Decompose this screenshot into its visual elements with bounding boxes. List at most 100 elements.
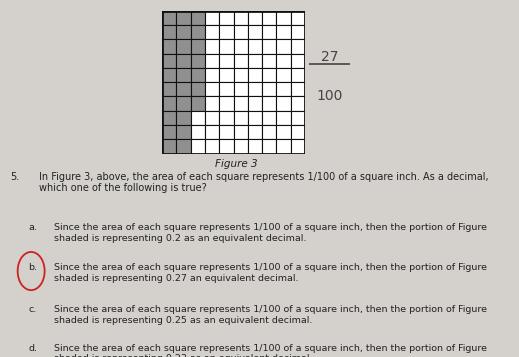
Bar	[205, 25, 219, 39]
Bar	[262, 82, 277, 96]
Bar	[219, 125, 234, 139]
Bar	[291, 11, 305, 25]
Bar	[176, 111, 190, 125]
Bar	[176, 68, 190, 82]
Bar	[262, 54, 277, 68]
Bar	[190, 111, 205, 125]
Bar	[248, 39, 262, 54]
Text: d.: d.	[29, 344, 37, 353]
Bar	[162, 39, 176, 54]
Bar	[190, 125, 205, 139]
Bar	[205, 139, 219, 154]
Bar	[219, 25, 234, 39]
Text: Since the area of each square represents 1/100 of a square inch, then the portio: Since the area of each square represents…	[54, 263, 487, 283]
Bar	[162, 111, 176, 125]
Bar	[190, 139, 205, 154]
Bar	[219, 68, 234, 82]
Bar	[190, 39, 205, 54]
Bar	[248, 54, 262, 68]
Bar	[291, 125, 305, 139]
Bar	[248, 96, 262, 111]
Bar	[277, 125, 291, 139]
Bar	[190, 82, 205, 96]
Bar	[248, 68, 262, 82]
Bar	[277, 54, 291, 68]
Bar	[234, 54, 248, 68]
Bar	[219, 82, 234, 96]
Bar	[205, 68, 219, 82]
Bar	[219, 11, 234, 25]
Text: In Figure 3, above, the area of each square represents 1/100 of a square inch. A: In Figure 3, above, the area of each squ…	[39, 172, 488, 193]
Text: b.: b.	[29, 263, 37, 272]
Bar	[162, 25, 176, 39]
Text: 5.: 5.	[10, 172, 20, 182]
Bar	[277, 139, 291, 154]
Bar	[190, 11, 205, 25]
Text: Since the area of each square represents 1/100 of a square inch, then the portio: Since the area of each square represents…	[54, 306, 487, 325]
Text: 27: 27	[321, 50, 338, 64]
Bar	[219, 111, 234, 125]
Bar	[234, 96, 248, 111]
Bar	[234, 82, 248, 96]
Bar	[190, 68, 205, 82]
Bar	[205, 39, 219, 54]
Bar	[248, 125, 262, 139]
Bar	[234, 11, 248, 25]
Bar	[234, 25, 248, 39]
Bar	[205, 54, 219, 68]
Bar	[248, 82, 262, 96]
Bar	[262, 39, 277, 54]
Bar	[162, 54, 176, 68]
Bar	[176, 25, 190, 39]
Bar	[277, 111, 291, 125]
Bar	[205, 96, 219, 111]
Bar	[219, 39, 234, 54]
Bar	[262, 25, 277, 39]
Bar	[162, 125, 176, 139]
Text: Since the area of each square represents 1/100 of a square inch, then the portio: Since the area of each square represents…	[54, 223, 487, 243]
Text: Since the area of each square represents 1/100 of a square inch, then the portio: Since the area of each square represents…	[54, 344, 487, 357]
Bar	[234, 111, 248, 125]
Bar	[248, 111, 262, 125]
Bar	[262, 68, 277, 82]
Bar	[162, 96, 176, 111]
Bar	[291, 54, 305, 68]
Bar	[205, 11, 219, 25]
Bar	[176, 82, 190, 96]
Bar	[277, 96, 291, 111]
Bar	[176, 139, 190, 154]
Bar	[162, 11, 176, 25]
Bar	[291, 111, 305, 125]
Bar	[262, 139, 277, 154]
Bar	[291, 139, 305, 154]
Bar	[205, 125, 219, 139]
Bar	[234, 68, 248, 82]
Bar	[219, 96, 234, 111]
Bar	[176, 125, 190, 139]
Text: a.: a.	[29, 223, 37, 232]
Bar	[248, 25, 262, 39]
Text: 100: 100	[317, 89, 343, 103]
Bar	[176, 11, 190, 25]
Bar	[262, 11, 277, 25]
Bar	[248, 139, 262, 154]
Bar	[162, 82, 176, 96]
Bar	[190, 25, 205, 39]
Bar	[248, 11, 262, 25]
Bar	[219, 54, 234, 68]
Bar	[176, 54, 190, 68]
Bar	[277, 68, 291, 82]
Bar	[190, 96, 205, 111]
Bar	[277, 82, 291, 96]
Text: Figure 3: Figure 3	[215, 159, 257, 169]
Bar	[190, 54, 205, 68]
Bar	[234, 39, 248, 54]
Bar	[262, 125, 277, 139]
Bar	[291, 68, 305, 82]
Bar	[277, 39, 291, 54]
Bar	[162, 68, 176, 82]
Bar	[205, 111, 219, 125]
Bar	[291, 82, 305, 96]
Bar	[219, 139, 234, 154]
Bar	[234, 139, 248, 154]
